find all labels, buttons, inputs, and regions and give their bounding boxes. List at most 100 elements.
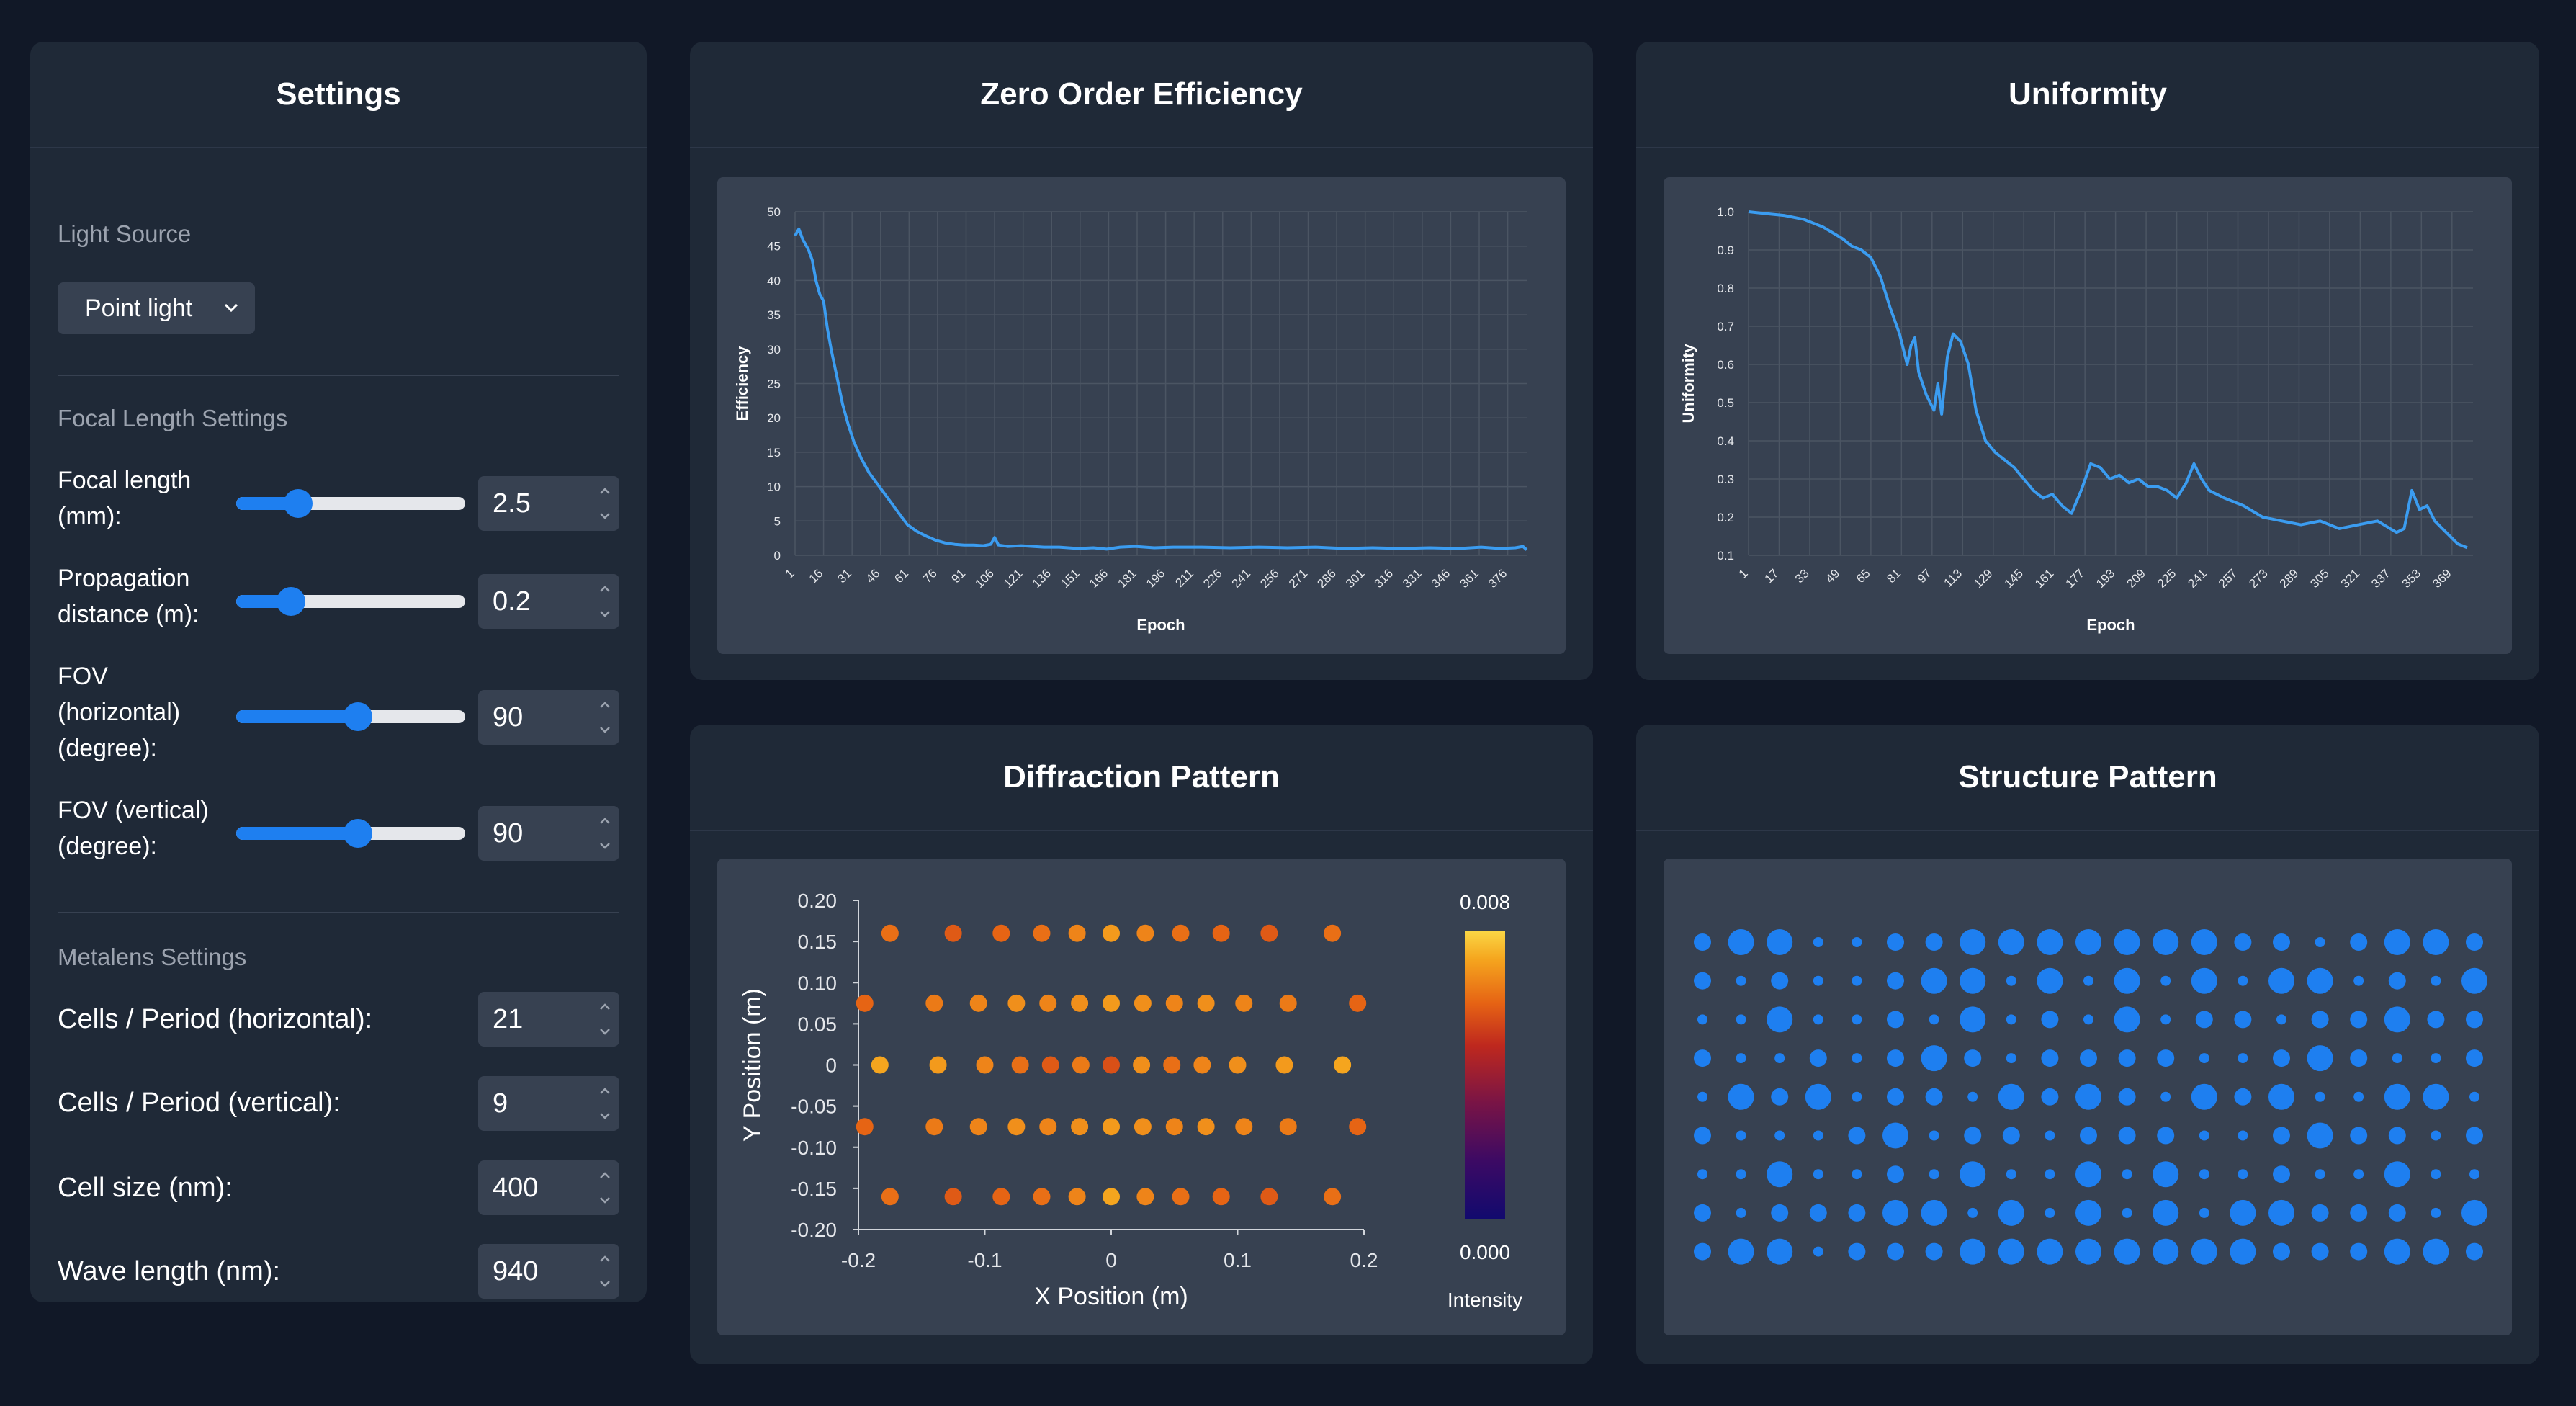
x-tick-label: 161 <box>2032 566 2056 590</box>
fov-vertical-value: 90 <box>493 818 524 848</box>
diffraction-point <box>1103 994 1120 1012</box>
structure-pillar <box>2153 1199 2179 1226</box>
y-tick-label: 0.15 <box>798 931 838 953</box>
structure-pillar <box>2384 1238 2410 1265</box>
spinner-arrows-icon[interactable] <box>598 699 612 736</box>
structure-pillar <box>2311 1204 2329 1222</box>
spinner-arrows-icon[interactable] <box>598 815 612 852</box>
structure-pillar <box>1694 1204 1711 1222</box>
structure-pillar <box>1813 975 1823 986</box>
structure-pillar <box>2353 1091 2364 1102</box>
cells-period-vertical-input[interactable]: 9 <box>478 1076 619 1131</box>
structure-pillar <box>2431 975 2441 986</box>
diffraction-point <box>1349 994 1367 1012</box>
structure-pillar <box>2080 1049 2097 1067</box>
propagation-distance-slider[interactable] <box>236 587 465 616</box>
diffraction-point <box>1279 1118 1297 1136</box>
series-line <box>794 227 1528 551</box>
x-tick-label: 209 <box>2124 566 2148 590</box>
structure-pillar <box>2268 1083 2294 1110</box>
structure-pillar <box>2118 1088 2136 1106</box>
diffraction-point <box>1033 1188 1051 1206</box>
spinner-arrows-icon[interactable] <box>598 1000 612 1038</box>
wave-length-input[interactable]: 940 <box>478 1244 619 1299</box>
propagation-distance-input[interactable]: 0.2 <box>478 574 619 629</box>
diffraction-point <box>1103 1056 1120 1074</box>
fov-vertical-input[interactable]: 90 <box>478 806 619 861</box>
structure-pillar <box>1882 1122 1908 1149</box>
structure-pillar <box>2191 929 2217 955</box>
spinner-arrows-icon[interactable] <box>598 485 612 522</box>
y-tick-label: 0.1 <box>1717 549 1734 563</box>
x-tick-label: 273 <box>2246 566 2270 590</box>
structure-pillar <box>1967 1091 1978 1102</box>
x-tick-label: 241 <box>2185 566 2209 590</box>
x-tick-label: 331 <box>1400 566 1424 590</box>
structure-pillar <box>1736 1130 1746 1141</box>
spinner-arrows-icon[interactable] <box>598 1253 612 1290</box>
spinner-arrows-icon[interactable] <box>598 1169 612 1206</box>
x-tick-label: 16 <box>807 566 826 586</box>
y-tick-label: 25 <box>767 377 781 391</box>
structure-pillar <box>2315 1169 2325 1180</box>
focal-length-slider[interactable] <box>236 489 465 518</box>
structure-pillar <box>1728 1083 1754 1110</box>
x-tick-label: 0 <box>1105 1249 1117 1271</box>
x-tick-label: 1 <box>1736 566 1751 581</box>
uniformity-chart-area: 0.1 0.2 0.3 0.4 0.5 0.6 0.7 0.8 0.9 1.0 1 17 33 49 65 8… <box>1664 177 2512 654</box>
x-tick-label: 166 <box>1087 566 1110 590</box>
x-tick-label: 241 <box>1229 566 1253 590</box>
structure-pillar <box>2423 929 2449 955</box>
propagation-distance-value: 0.2 <box>493 586 531 617</box>
y-tick-label: 45 <box>767 240 781 254</box>
slider-thumb[interactable] <box>277 587 306 616</box>
structure-pillar <box>2122 1207 2132 1218</box>
structure-pillar <box>2350 1127 2368 1145</box>
fov-vertical-slider[interactable] <box>236 819 465 848</box>
diffraction-point <box>944 1188 962 1206</box>
light-source-select[interactable]: Point light <box>58 282 255 334</box>
structure-pillar <box>2273 1127 2290 1145</box>
x-tick-label: 121 <box>1001 566 1025 590</box>
spinner-arrows-icon[interactable] <box>598 583 612 620</box>
fov-horizontal-label: FOV (horizontal) (degree): <box>58 658 180 766</box>
fov-horizontal-input[interactable]: 90 <box>478 690 619 745</box>
structure-pillar <box>1694 1127 1711 1145</box>
diffraction-point <box>1039 994 1057 1012</box>
diffraction-point <box>929 1056 947 1074</box>
y-tick-label: 0.2 <box>1717 511 1734 524</box>
diffraction-point <box>1324 1188 1342 1206</box>
diffraction-point <box>1172 924 1190 942</box>
structure-pillar <box>2238 1169 2248 1180</box>
slider-thumb[interactable] <box>343 819 372 848</box>
diffraction-point <box>1011 1056 1029 1074</box>
diffraction-point <box>1039 1118 1057 1136</box>
structure-pillar <box>2234 933 2252 951</box>
structure-pillar <box>2238 975 2248 986</box>
y-tick-label: 0.10 <box>798 972 838 994</box>
x-axis-label: Epoch <box>1136 616 1185 634</box>
slider-thumb[interactable] <box>283 489 313 518</box>
focal-length-input[interactable]: 2.5 <box>478 476 619 531</box>
structure-pillar <box>2461 967 2487 994</box>
x-tick-label: 136 <box>1030 566 1054 590</box>
structure-pillar <box>2392 1053 2402 1064</box>
spinner-arrows-icon[interactable] <box>598 1085 612 1122</box>
diffraction-point <box>969 994 987 1012</box>
structure-pillar <box>1960 929 1986 955</box>
x-tick-label: -0.2 <box>841 1249 876 1271</box>
wave-length-value: 940 <box>493 1255 539 1286</box>
fov-horizontal-slider[interactable] <box>236 702 465 731</box>
y-tick-label: 0.05 <box>798 1013 838 1035</box>
slider-thumb[interactable] <box>343 702 372 731</box>
structure-pillar <box>1774 1130 1785 1141</box>
cell-size-input[interactable]: 400 <box>478 1160 619 1215</box>
y-tick-label: 5 <box>774 514 781 528</box>
slider-fill <box>236 827 358 840</box>
structure-pillar <box>2037 1238 2063 1265</box>
diffraction-point <box>1197 1118 1215 1136</box>
cells-period-horizontal-input[interactable]: 21 <box>478 992 619 1047</box>
x-tick-label: 0.1 <box>1224 1249 1252 1271</box>
structure-pillar <box>1694 972 1711 990</box>
y-axis-label: Y Position (m) <box>739 988 766 1142</box>
